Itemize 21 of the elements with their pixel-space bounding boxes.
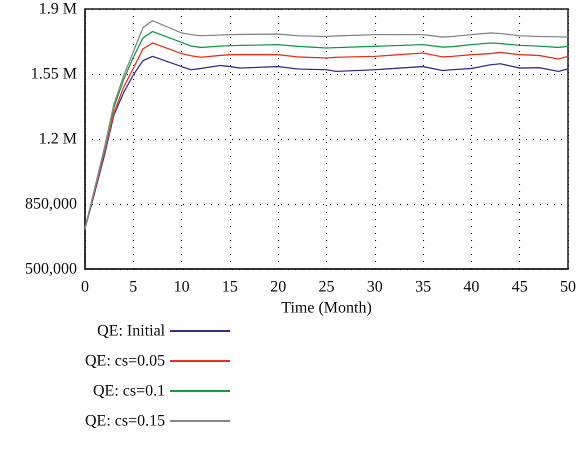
x-tick-label: 35 [415, 278, 432, 296]
x-tick-label: 5 [129, 278, 138, 296]
x-tick-label: 15 [222, 278, 238, 296]
legend-label: QE: cs=0.05 [85, 352, 166, 370]
x-tick-label: 30 [366, 278, 383, 296]
legend-label: QE: cs=0.1 [93, 382, 166, 400]
y-tick-label: 1.2 M [38, 130, 77, 148]
y-tick-label: 1.55 M [30, 66, 77, 82]
legend-label: QE: cs=0.15 [85, 412, 166, 430]
y-tick-label: 850,000 [25, 196, 77, 212]
x-tick-label: 45 [512, 278, 528, 296]
x-axis-title: Time (Month) [281, 299, 372, 316]
x-tick-label: 25 [318, 278, 334, 296]
y-tick-label: 500,000 [25, 260, 77, 278]
x-tick-label: 10 [174, 278, 190, 296]
x-tick-label: 50 [560, 278, 576, 296]
y-tick-label: 1.9 M [38, 0, 77, 18]
x-tick-label: 20 [270, 278, 286, 296]
x-tick-label: 0 [81, 278, 89, 296]
x-tick-label: 40 [463, 278, 480, 296]
legend-label: QE: Initial [97, 322, 166, 340]
